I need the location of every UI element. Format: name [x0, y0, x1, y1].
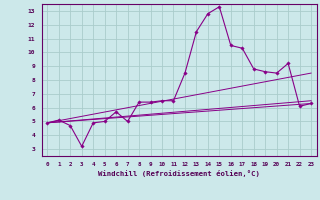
X-axis label: Windchill (Refroidissement éolien,°C): Windchill (Refroidissement éolien,°C)	[98, 170, 260, 177]
